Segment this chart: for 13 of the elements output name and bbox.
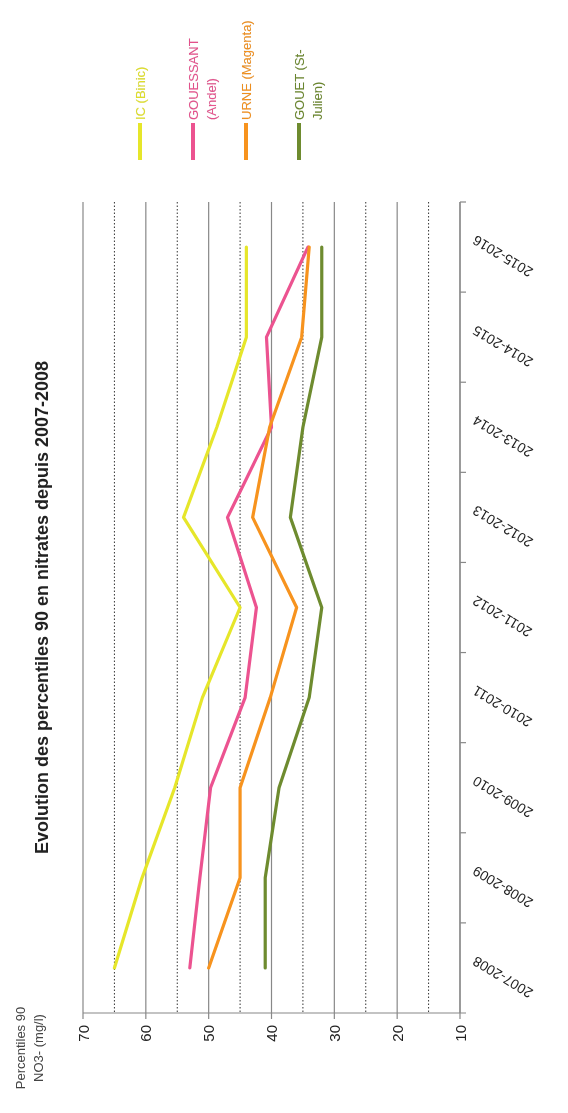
text: GOUET (St-Julien): [291, 49, 325, 120]
x-tick-label: 60: [137, 1025, 155, 1042]
y-axis-title: Percentiles 90 NO3- (mg/l): [12, 1006, 46, 1090]
x-tick-label: 30: [325, 1025, 343, 1042]
text: Evolution des percentiles 90 en nitrates depuis 2007-2008: [32, 360, 52, 855]
text: URNE (Magenta): [238, 20, 254, 120]
x-tick-label: 50: [200, 1025, 218, 1042]
x-tick-label: 70: [74, 1025, 92, 1042]
text: IC (Binic): [132, 66, 148, 120]
x-tick-label: 10: [451, 1025, 469, 1042]
x-tick-label: 20: [388, 1025, 406, 1042]
x-tick-label: 40: [263, 1025, 280, 1042]
text: GOUESSANT (Andel): [185, 38, 219, 120]
